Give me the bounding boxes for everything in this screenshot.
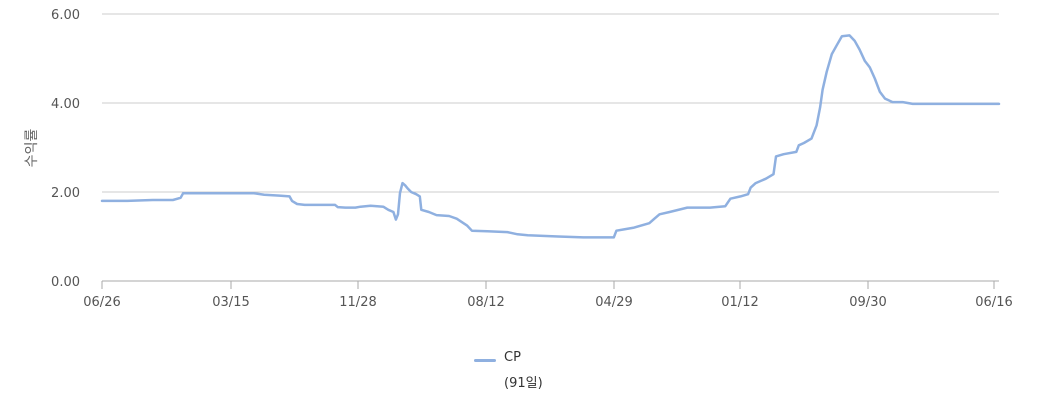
x-tick-label: 04/29 <box>595 295 632 310</box>
x-axis <box>101 281 995 289</box>
y-tick-label: 2.00 <box>51 186 80 201</box>
x-tick-label: 08/12 <box>467 295 504 310</box>
x-tick-label: 09/30 <box>849 295 886 310</box>
series-line-cp[interactable] <box>100 34 1001 239</box>
y-tick-label: 6.00 <box>51 8 80 23</box>
x-tick-label: 11/28 <box>339 295 376 310</box>
legend-label-cp: CP <box>504 350 521 365</box>
y-tick-label: 4.00 <box>51 97 80 112</box>
x-tick-label: 03/15 <box>212 295 249 310</box>
x-tick-labels: 06/26 03/15 11/28 08/12 04/29 01/12 09/30 06/16 <box>83 295 1012 310</box>
y-axis-title: 수익률 <box>24 129 40 168</box>
y-tick-labels: 0.00 2.00 4.00 6.00 <box>51 8 80 290</box>
x-tick-label: 06/16 <box>975 295 1012 310</box>
series-lines <box>100 34 1001 239</box>
legend-swatch-cp <box>474 359 496 362</box>
gridlines <box>102 13 999 282</box>
x-tick-label: 06/26 <box>83 295 120 310</box>
y-tick-label: 0.00 <box>51 275 80 290</box>
x-tick-label: 01/12 <box>721 295 758 310</box>
legend-sublabel-cp: (91일) <box>504 376 543 391</box>
